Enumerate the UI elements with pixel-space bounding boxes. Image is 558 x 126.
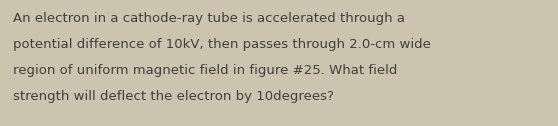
Text: region of uniform magnetic field in figure #25. What field: region of uniform magnetic field in figu… <box>13 64 397 77</box>
Text: An electron in a cathode-ray tube is accelerated through a: An electron in a cathode-ray tube is acc… <box>13 12 405 25</box>
Text: potential difference of 10kV, then passes through 2.0-cm wide: potential difference of 10kV, then passe… <box>13 38 431 51</box>
Text: strength will deflect the electron by 10degrees?: strength will deflect the electron by 10… <box>13 90 334 103</box>
